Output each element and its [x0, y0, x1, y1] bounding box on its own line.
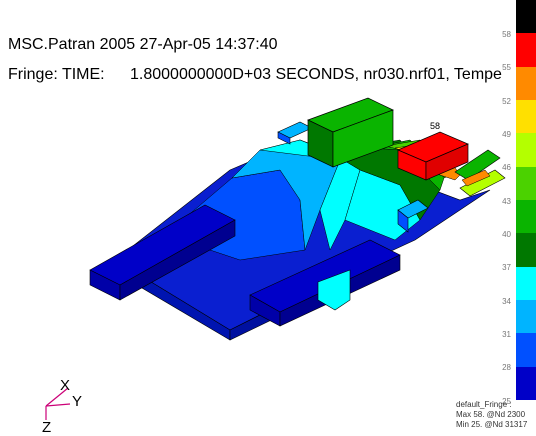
- axis-y-label: Y: [72, 393, 82, 410]
- left-rail-side: [119, 219, 236, 301]
- colorbar-label: 46: [502, 163, 511, 173]
- colorbar-label: 52: [502, 96, 511, 106]
- colorbar-label: 43: [502, 196, 511, 206]
- green-block-side: [332, 109, 394, 168]
- colorbar-label: 37: [502, 263, 511, 273]
- fringe-caption: Fringe: TIME: 1.8000000000D+03 SECONDS, n…: [8, 66, 502, 84]
- axis-y-line: [45, 403, 71, 407]
- side-block-blue-front: [397, 209, 409, 233]
- axis-x-line: [45, 387, 69, 407]
- colorbar-segment: [516, 200, 536, 234]
- axis-x-label: X: [60, 377, 70, 394]
- colorbar-segment: [516, 66, 536, 100]
- colorbar-label: 58: [502, 30, 511, 39]
- fringe-value: 1.8000000000D+03 SECONDS, nr030.nrf01, T…: [130, 66, 502, 83]
- axis-z-label: Z: [42, 419, 51, 436]
- colorbar-label: 34: [502, 296, 511, 306]
- colorbar-segment: [516, 300, 536, 334]
- colorbar-label: 28: [502, 363, 511, 373]
- colorbar-label: 40: [502, 230, 511, 239]
- colorbar-label: 31: [502, 330, 511, 339]
- colorbar-segment: [516, 0, 536, 34]
- model-viewport[interactable]: 58 X Y Z: [0, 0, 516, 436]
- colorbar-label: 55: [502, 63, 511, 73]
- colorbar-segment: [516, 100, 536, 134]
- colorbar-segment: [516, 133, 536, 167]
- legend-name: default_Fringe :: [456, 400, 512, 409]
- colorbar-label: 25: [502, 396, 511, 406]
- colorbar-label: 49: [502, 130, 511, 139]
- colorbar-segment: [516, 33, 536, 67]
- colorbar-segment: [516, 266, 536, 300]
- colorbar-segment: [516, 233, 536, 267]
- fringe-colorbar: 58 55 52 49 46 43 40 37 34 31 28 25: [502, 0, 536, 436]
- colorbar-segment: [516, 366, 536, 400]
- end-block-orange: [461, 169, 491, 187]
- colorbar-segment: [516, 166, 536, 200]
- legend-min: Min 25. @Nd 31317: [456, 420, 528, 429]
- fringe-label: Fringe: TIME:: [8, 66, 105, 83]
- fringe-legend: default_Fringe : Max 58. @Nd 2300 Min 25…: [456, 400, 527, 430]
- max-marker: 58: [430, 121, 440, 131]
- red-block-side: [425, 143, 469, 181]
- end-block-green: [454, 149, 501, 181]
- legend-max: Max 58. @Nd 2300: [456, 410, 526, 419]
- small-block-front: [277, 131, 291, 145]
- underside-block: [317, 269, 351, 311]
- window-title: MSC.Patran 2005 27-Apr-05 14:37:40: [8, 36, 278, 53]
- colorbar-segment: [516, 333, 536, 367]
